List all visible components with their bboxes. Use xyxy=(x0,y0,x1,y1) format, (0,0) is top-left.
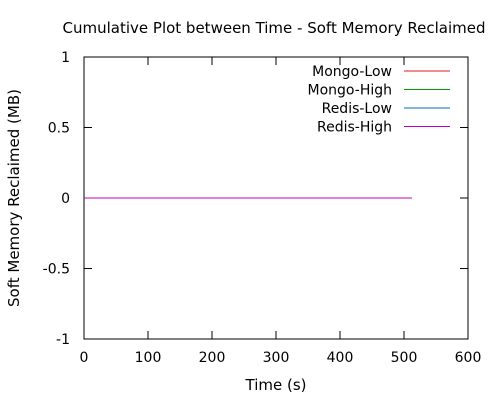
y-tick-label: -1 xyxy=(56,332,70,348)
x-tick-label: 200 xyxy=(199,350,226,366)
x-tick-label: 600 xyxy=(455,350,482,366)
legend-label-redis-low: Redis-Low xyxy=(322,101,392,117)
y-axis: 1 0.5 0 -0.5 -1 xyxy=(43,50,468,348)
x-tick-label: 100 xyxy=(135,350,162,366)
x-tick-label: 0 xyxy=(80,350,89,366)
x-tick-label: 300 xyxy=(263,350,290,366)
x-axis: 0 100 200 300 400 500 600 xyxy=(80,57,482,366)
x-tick-label: 500 xyxy=(391,350,418,366)
x-tick-label: 400 xyxy=(327,350,354,366)
chart-title: Cumulative Plot between Time - Soft Memo… xyxy=(63,19,486,37)
x-axis-label: Time (s) xyxy=(245,376,307,394)
y-tick-label: 1 xyxy=(61,50,70,66)
legend-label-mongo-low: Mongo-Low xyxy=(312,64,392,80)
y-tick-label: 0.5 xyxy=(48,121,70,137)
legend-label-redis-high: Redis-High xyxy=(317,120,392,136)
y-tick-label: 0 xyxy=(61,191,70,207)
y-tick-label: -0.5 xyxy=(43,262,70,278)
y-axis-label: Soft Memory Reclaimed (MB) xyxy=(5,89,23,307)
legend-label-mongo-high: Mongo-High xyxy=(308,83,392,99)
legend: Mongo-Low Mongo-High Redis-Low Redis-High xyxy=(308,64,450,136)
